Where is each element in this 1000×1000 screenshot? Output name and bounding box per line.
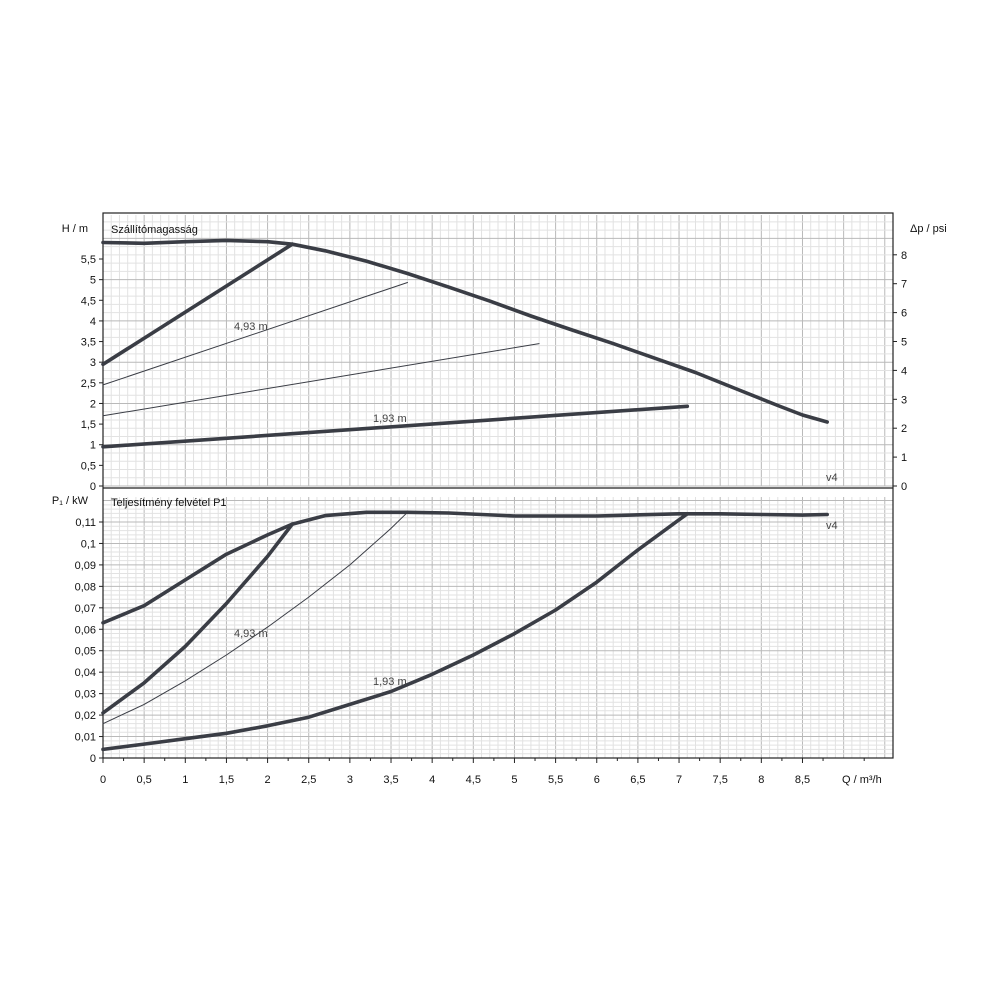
h-tick-label: 5,5 — [81, 254, 96, 266]
psi-tick-label: 2 — [901, 423, 907, 435]
p-tick-label: 0 — [90, 753, 96, 765]
text-layer: 0 0,5 1 1,5 2 2,5 3 3,5 4 4,5 5 5,5 0 1 2 3 4 5 6 7 8 0 0,01 0,… — [52, 223, 947, 786]
h-tick-label: 2,5 — [81, 378, 96, 390]
curve-line-3 — [102, 343, 540, 417]
curve-v4 — [101, 238, 829, 424]
q-tick-label: 1 — [182, 774, 188, 786]
h-tick-label: 2 — [90, 398, 96, 410]
curve-label: 1,93 m — [373, 676, 407, 688]
q-tick-label: 5,5 — [548, 774, 563, 786]
curve-label: v4 — [826, 472, 838, 484]
psi-tick-label: 3 — [901, 394, 907, 406]
h-tick-label: 3,5 — [81, 337, 96, 349]
p-axis-title: P₁ / kW — [52, 495, 89, 507]
q-tick-label: 3 — [347, 774, 353, 786]
psi-axis-title: Δp / psi — [910, 223, 947, 235]
q-tick-label: 7,5 — [713, 774, 728, 786]
q-tick-label: 5 — [511, 774, 517, 786]
grid-layer — [102, 215, 894, 759]
curve-label: v4 — [826, 520, 838, 532]
p-tick-label: 0,09 — [75, 560, 96, 572]
q-tick-label: 4,5 — [466, 774, 481, 786]
psi-tick-label: 0 — [901, 481, 907, 493]
curve-label: 4,93 m — [234, 321, 268, 333]
curve-4-93-m — [102, 282, 408, 386]
p-tick-label: 0,02 — [75, 710, 96, 722]
q-tick-label: 1,5 — [219, 774, 234, 786]
p-tick-label: 0,01 — [75, 732, 96, 744]
curve-layer — [101, 238, 829, 752]
q-tick-label: 6,5 — [630, 774, 645, 786]
h-tick-label: 0 — [90, 481, 96, 493]
q-tick-label: 4 — [429, 774, 435, 786]
p-tick-label: 0,06 — [75, 624, 96, 636]
psi-tick-label: 4 — [901, 365, 907, 377]
curve-1-93-m — [101, 404, 690, 449]
q-tick-label: 8,5 — [795, 774, 810, 786]
curve-line-1 — [101, 522, 295, 715]
psi-tick-label: 5 — [901, 337, 907, 349]
q-tick-label: 0 — [100, 774, 106, 786]
h-tick-label: 3 — [90, 357, 96, 369]
bottom-panel-title: Teljesítmény felvétel P1 — [111, 497, 227, 509]
p-tick-label: 0,04 — [75, 667, 96, 679]
q-tick-label: 0,5 — [136, 774, 151, 786]
h-tick-label: 0,5 — [81, 460, 96, 472]
h-tick-label: 5 — [90, 275, 96, 287]
p-tick-label: 0,03 — [75, 689, 96, 701]
h-tick-label: 1 — [90, 440, 96, 452]
q-tick-label: 3,5 — [383, 774, 398, 786]
p-tick-label: 0,05 — [75, 646, 96, 658]
psi-tick-label: 1 — [901, 452, 907, 464]
q-tick-label: 8 — [758, 774, 764, 786]
q-tick-label: 6 — [594, 774, 600, 786]
h-tick-label: 1,5 — [81, 419, 96, 431]
top-panel-title: Szállítómagasság — [111, 224, 198, 236]
psi-tick-label: 7 — [901, 279, 907, 291]
h-axis-title: H / m — [62, 223, 88, 235]
q-tick-label: 7 — [676, 774, 682, 786]
q-axis-title: Q / m³/h — [842, 774, 882, 786]
p-tick-label: 0,1 — [81, 538, 96, 550]
p-tick-label: 0,11 — [75, 517, 96, 529]
h-tick-label: 4,5 — [81, 295, 96, 307]
psi-tick-label: 8 — [901, 250, 907, 262]
psi-tick-label: 6 — [901, 308, 907, 320]
q-tick-label: 2 — [265, 774, 271, 786]
p-tick-label: 0,08 — [75, 581, 96, 593]
p-tick-label: 0,07 — [75, 603, 96, 615]
curve-label: 4,93 m — [234, 628, 268, 640]
h-tick-label: 4 — [90, 316, 96, 328]
curve-line-1 — [101, 242, 295, 367]
curve-4-93-m — [102, 511, 408, 725]
curve-label: 1,93 m — [373, 413, 407, 425]
q-tick-label: 2,5 — [301, 774, 316, 786]
frame-layer — [99, 212, 897, 763]
curve-1-93-m — [101, 511, 690, 752]
